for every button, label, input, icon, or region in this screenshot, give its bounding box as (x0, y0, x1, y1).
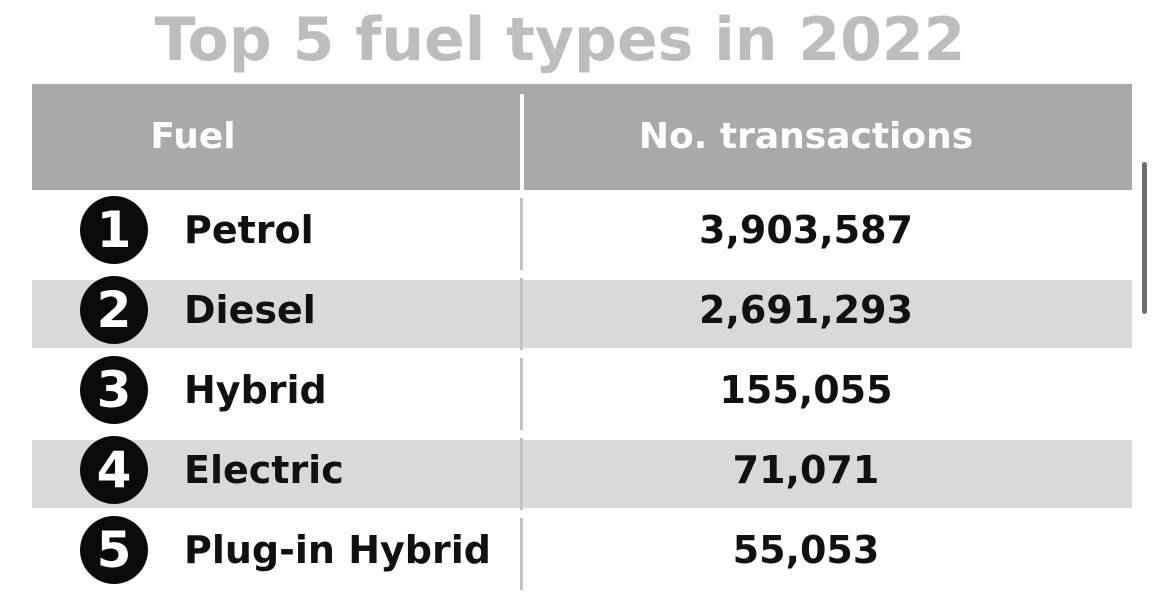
table-row: 1 Petrol 3,903,587 (32, 190, 1132, 270)
transactions-cell: 55,053 (732, 528, 880, 572)
row-divider (520, 278, 523, 350)
rank-badge: 2 (80, 276, 148, 344)
fuel-cell: Diesel (184, 288, 316, 332)
fuel-cell: Electric (184, 448, 344, 492)
row-divider (520, 518, 523, 590)
transactions-cell: 2,691,293 (699, 288, 913, 332)
fuel-cell: Plug-in Hybrid (184, 528, 491, 572)
fuel-table: Fuel No. transactions 1 Petrol 3,903,587… (32, 84, 1132, 590)
scrollbar[interactable] (1142, 162, 1147, 314)
page-title: Top 5 fuel types in 2022 (154, 5, 966, 75)
row-divider (520, 438, 523, 510)
rank-badge: 5 (80, 516, 148, 584)
transactions-cell: 155,055 (719, 368, 893, 412)
rank-badge: 3 (80, 356, 148, 424)
column-header-fuel: Fuel (150, 116, 236, 157)
table-row: 4 Electric 71,071 (32, 430, 1132, 510)
fuel-cell: Hybrid (184, 368, 327, 412)
transactions-cell: 3,903,587 (699, 208, 913, 252)
rank-badge: 4 (80, 436, 148, 504)
table-row: 5 Plug-in Hybrid 55,053 (32, 510, 1132, 590)
rank-badge: 1 (80, 196, 148, 264)
transactions-cell: 71,071 (732, 448, 880, 492)
column-header-transactions: No. transactions (638, 116, 974, 157)
row-divider (520, 358, 523, 430)
table-header: Fuel No. transactions (32, 84, 1132, 190)
header-divider (520, 94, 524, 190)
row-shade (32, 280, 1132, 348)
table-row: 3 Hybrid 155,055 (32, 350, 1132, 430)
table-row: 2 Diesel 2,691,293 (32, 270, 1132, 350)
fuel-cell: Petrol (184, 208, 314, 252)
row-divider (520, 198, 523, 270)
row-shade (32, 440, 1132, 508)
